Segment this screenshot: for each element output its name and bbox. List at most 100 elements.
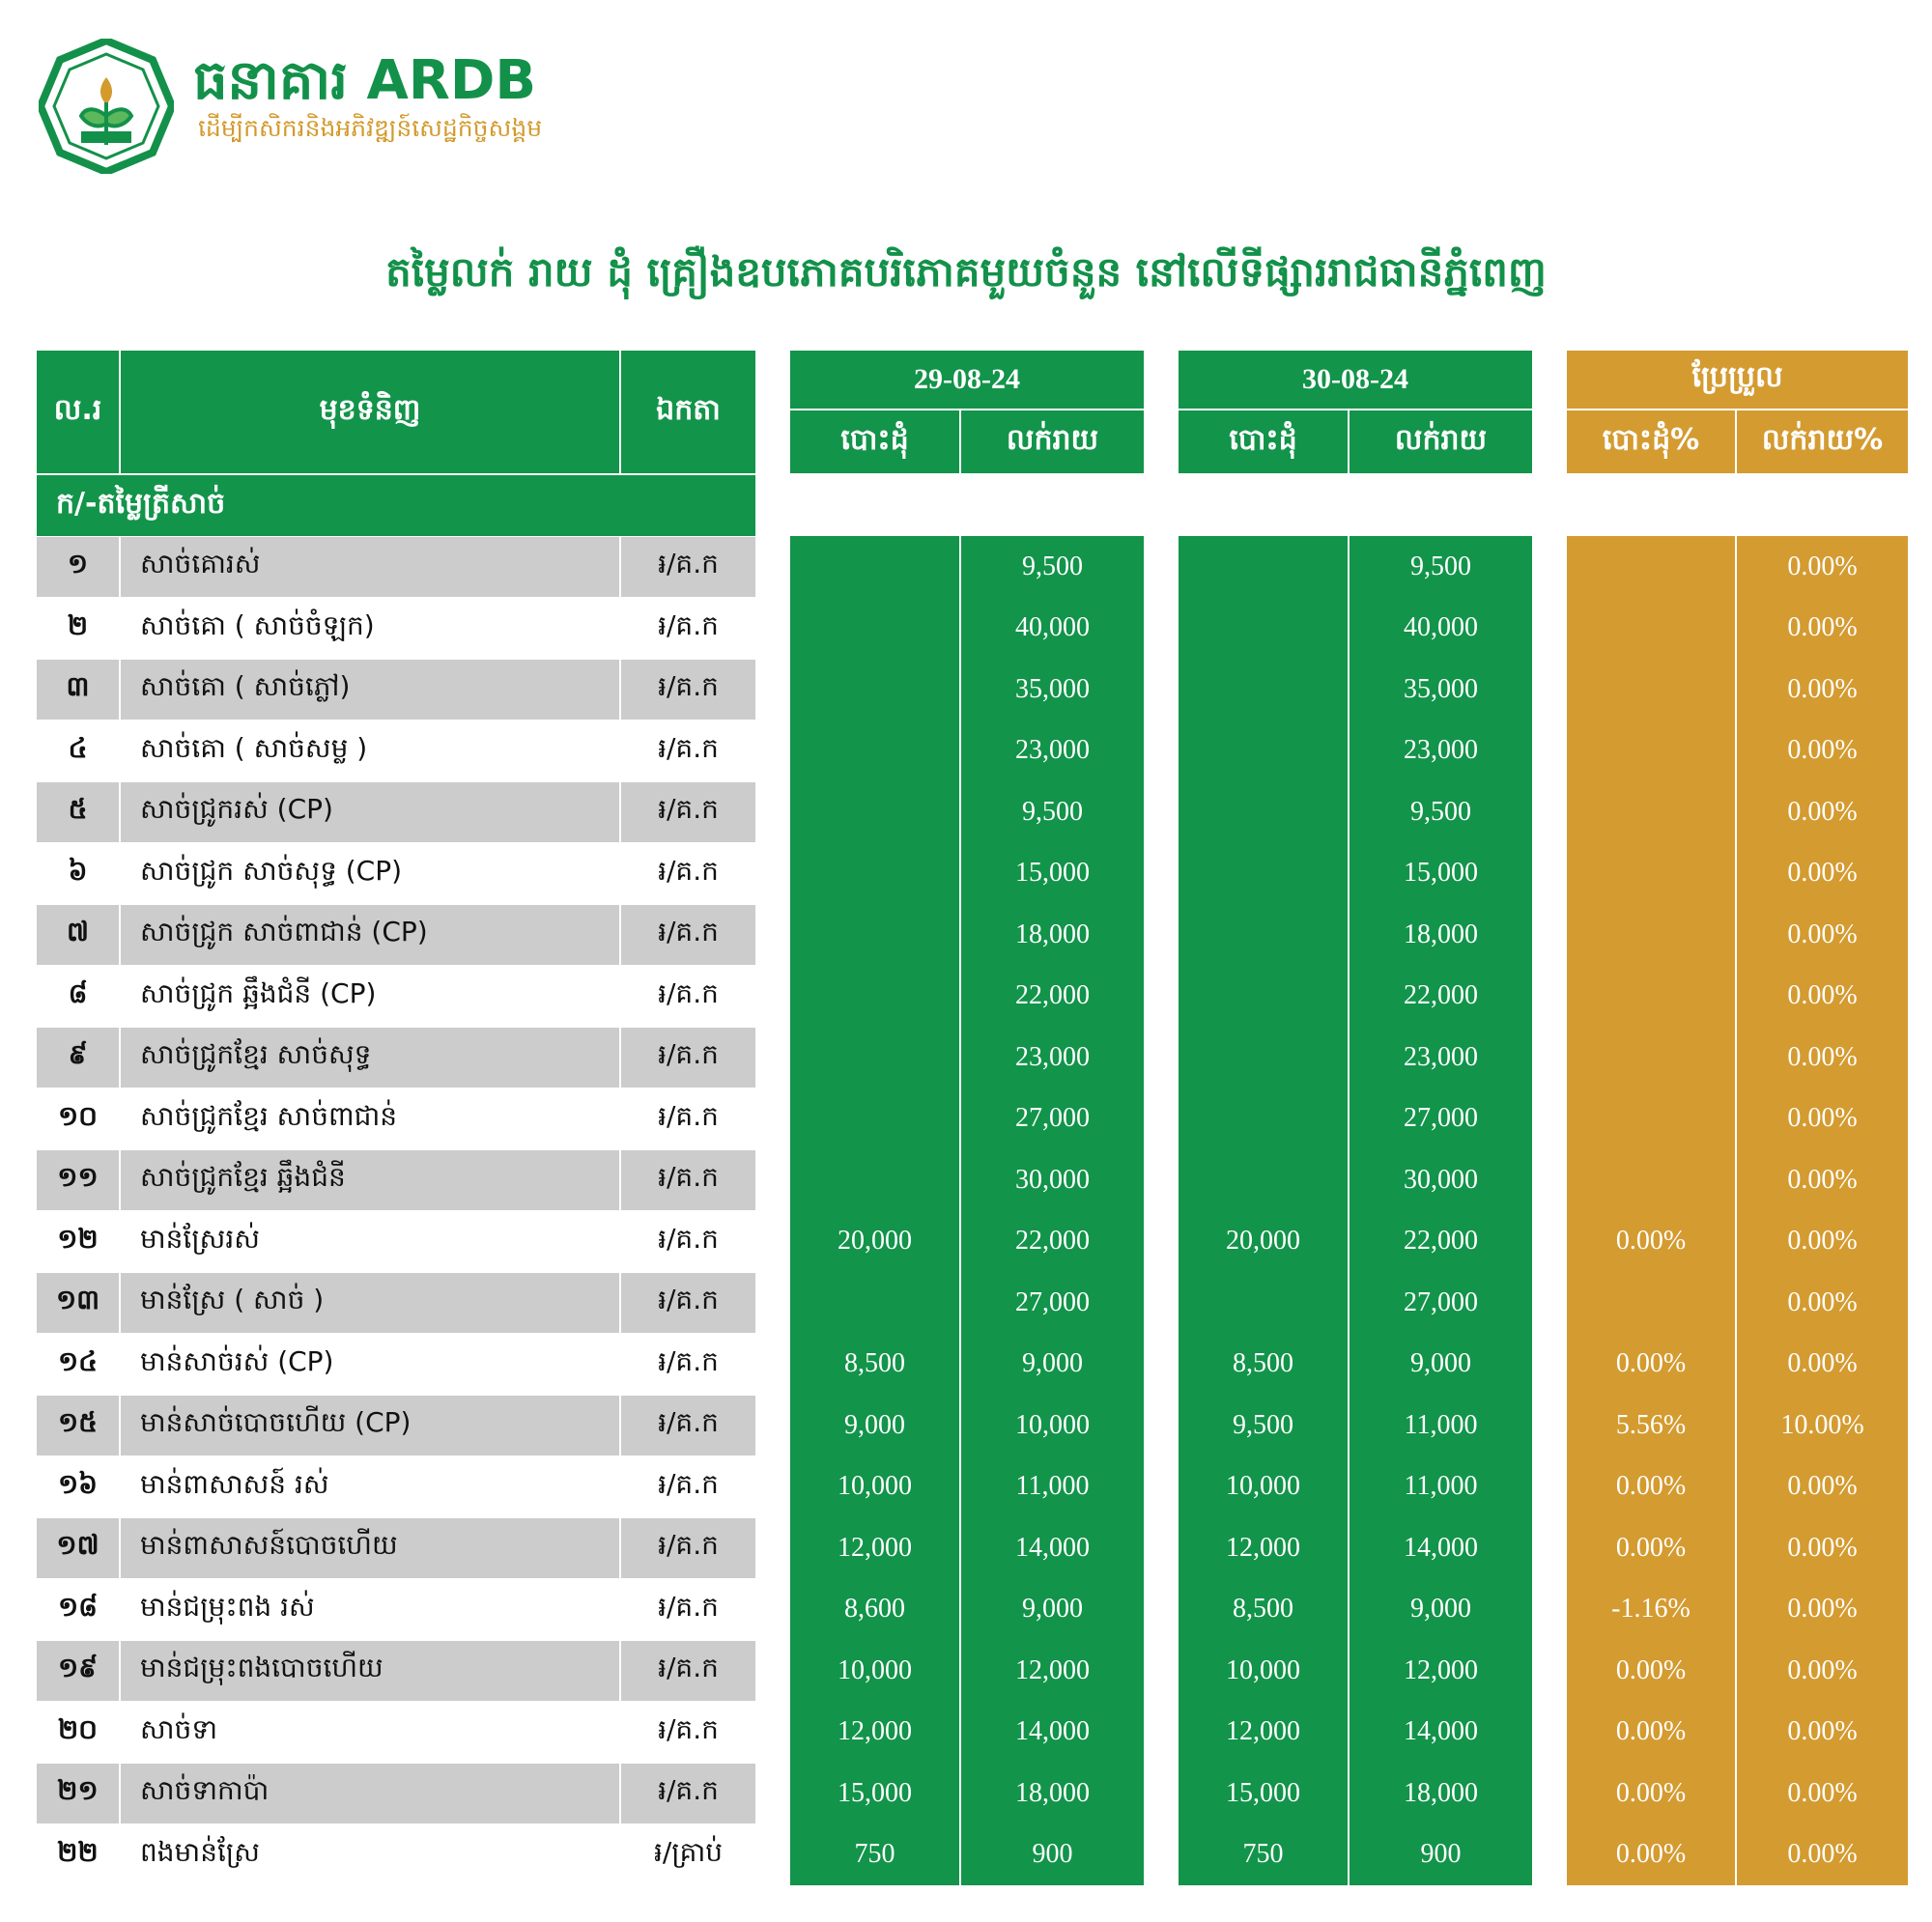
- row-background: [121, 1028, 619, 1088]
- table-cell-unit: ៛/គ.ក: [658, 1774, 719, 1807]
- table-cell-wp: [1567, 536, 1735, 598]
- table-cell-unit: ៛/គ.ក: [658, 1344, 719, 1377]
- ardb-logo: [39, 39, 174, 174]
- table-cell-no: ១៦: [57, 1467, 98, 1500]
- table-cell-r2: 22,000: [1404, 1226, 1478, 1257]
- table-cell-r1: 40,000: [1015, 612, 1090, 643]
- table-cell-item: សាច់ជ្រូកខ្មែរ សាច់ពាជាន់: [140, 1099, 398, 1132]
- table-cell-w1: [790, 1088, 959, 1150]
- table-cell-wp: [1567, 781, 1735, 843]
- row-background: [37, 1396, 119, 1456]
- table-cell-w2: [1179, 1027, 1348, 1088]
- table-cell-unit: ៛/គ.ក: [658, 854, 719, 887]
- table-cell-w1: [790, 1272, 959, 1334]
- table-cell-item: សាច់ជ្រូករស់ (CP): [140, 793, 333, 826]
- table-cell-no: ១៨: [57, 1590, 98, 1623]
- table-cell-wp: [1567, 904, 1735, 966]
- table-cell-r2: 23,000: [1404, 1041, 1478, 1072]
- divider: [1348, 536, 1350, 1885]
- table-cell-w2: 8,500: [1233, 1594, 1293, 1625]
- col-header-no: ល.រ: [37, 351, 119, 473]
- table-cell-rp: 0.00%: [1787, 1594, 1858, 1625]
- table-cell-r1: 35,000: [1015, 673, 1090, 704]
- table-cell-r2: 900: [1420, 1839, 1462, 1870]
- table-cell-no: ១៥: [57, 1406, 98, 1439]
- table-cell-w2: 15,000: [1226, 1777, 1300, 1808]
- table-cell-item: សាច់គោ ( សាច់ចំឡក): [140, 608, 375, 641]
- table-cell-w1: 10,000: [838, 1654, 912, 1685]
- table-cell-w2: [1179, 843, 1348, 905]
- table-cell-unit: ៛/គ.ក: [658, 1590, 719, 1623]
- row-background: [621, 1396, 755, 1456]
- table-cell-no: ១៩: [57, 1652, 98, 1684]
- table-cell-unit: ៛/គ.ក: [658, 670, 719, 703]
- table-cell-rp: 0.00%: [1787, 1226, 1858, 1257]
- table-cell-r2: 18,000: [1404, 1777, 1478, 1808]
- table-cell-w2: [1179, 1149, 1348, 1211]
- table-cell-wp: 5.56%: [1615, 1409, 1687, 1440]
- table-cell-wp: [1567, 1149, 1735, 1211]
- table-cell-r2: 9,500: [1410, 551, 1471, 581]
- table-cell-item: សាច់ជ្រូកខ្មែរ សាច់សុទ្ធ: [140, 1038, 372, 1071]
- row-background: [121, 537, 619, 597]
- date2-block: [1179, 536, 1532, 1885]
- table-cell-wp: [1567, 659, 1735, 721]
- table-cell-r2: 14,000: [1404, 1532, 1478, 1563]
- table-cell-r2: 11,000: [1404, 1409, 1478, 1440]
- table-cell-no: ២០: [57, 1712, 98, 1745]
- table-cell-unit: ៛/គ.ក: [658, 1161, 719, 1194]
- table-cell-w2: [1179, 966, 1348, 1028]
- table-cell-item: សាច់គោ ( សាច់ភ្លៅ): [140, 670, 351, 703]
- table-cell-r1: 18,000: [1015, 919, 1090, 949]
- table-cell-r1: 900: [1032, 1839, 1073, 1870]
- table-cell-rp: 0.00%: [1787, 1164, 1858, 1195]
- row-background: [37, 1273, 119, 1333]
- table-cell-item: សាច់ជ្រូកខ្មែរ ឆ្អឹងជំនី: [140, 1161, 346, 1194]
- date2-wholesale-header: បោះដុំ: [1179, 410, 1348, 473]
- table-cell-r2: 18,000: [1404, 919, 1478, 949]
- table-cell-item: សាច់គោ ( សាច់សម្ល ): [140, 731, 368, 764]
- table-cell-w2: 12,000: [1226, 1532, 1300, 1563]
- table-cell-w1: [790, 1149, 959, 1211]
- table-cell-rp: 0.00%: [1787, 1471, 1858, 1502]
- change-header: ប្រែប្រួល: [1567, 351, 1908, 409]
- table-cell-w2: 9,500: [1233, 1409, 1293, 1440]
- section-header: ក/-តម្លៃត្រីសាច់: [37, 475, 755, 536]
- table-cell-rp: 0.00%: [1787, 673, 1858, 704]
- table-cell-unit: ៛/គ្រាប់: [653, 1835, 724, 1868]
- row-background: [621, 537, 755, 597]
- row-background: [621, 660, 755, 720]
- table-cell-no: ២១: [57, 1774, 99, 1807]
- table-cell-r2: 35,000: [1404, 673, 1478, 704]
- table-cell-r1: 30,000: [1015, 1164, 1090, 1195]
- table-cell-unit: ៛/គ.ក: [658, 1038, 719, 1071]
- table-cell-w2: 20,000: [1226, 1226, 1300, 1257]
- table-cell-w2: [1179, 1088, 1348, 1150]
- table-cell-r1: 23,000: [1015, 1041, 1090, 1072]
- table-cell-item: សាច់ជ្រូក សាច់សុទ្ធ (CP): [140, 854, 403, 887]
- table-cell-item: មាន់សាច់បោចហើយ (CP): [140, 1406, 412, 1439]
- table-cell-r1: 15,000: [1015, 858, 1090, 889]
- table-cell-item: សាច់ទា: [140, 1712, 217, 1745]
- table-cell-w1: [790, 781, 959, 843]
- table-cell-r1: 18,000: [1015, 1777, 1090, 1808]
- row-background: [121, 1396, 619, 1456]
- table-cell-wp: [1567, 1088, 1735, 1150]
- table-cell-rp: 0.00%: [1787, 1654, 1858, 1685]
- table-cell-unit: ៛/គ.ក: [658, 1099, 719, 1132]
- table-cell-rp: 0.00%: [1787, 1286, 1858, 1317]
- row-background: [37, 660, 119, 720]
- table-cell-item: មាន់ស្រែរស់: [140, 1222, 260, 1255]
- table-cell-unit: ៛/គ.ក: [658, 608, 719, 641]
- table-cell-r2: 9,000: [1410, 1348, 1471, 1379]
- row-background: [121, 782, 619, 842]
- table-cell-r1: 27,000: [1015, 1286, 1090, 1317]
- table-cell-r1: 23,000: [1015, 735, 1090, 766]
- table-cell-w1: [790, 598, 959, 660]
- table-cell-unit: ៛/គ.ក: [658, 976, 719, 1009]
- table-cell-unit: ៛/គ.ក: [658, 1712, 719, 1745]
- table-cell-rp: 0.00%: [1787, 1041, 1858, 1072]
- table-cell-w1: 12,000: [838, 1532, 912, 1563]
- row-background: [37, 1641, 119, 1701]
- row-background: [121, 1273, 619, 1333]
